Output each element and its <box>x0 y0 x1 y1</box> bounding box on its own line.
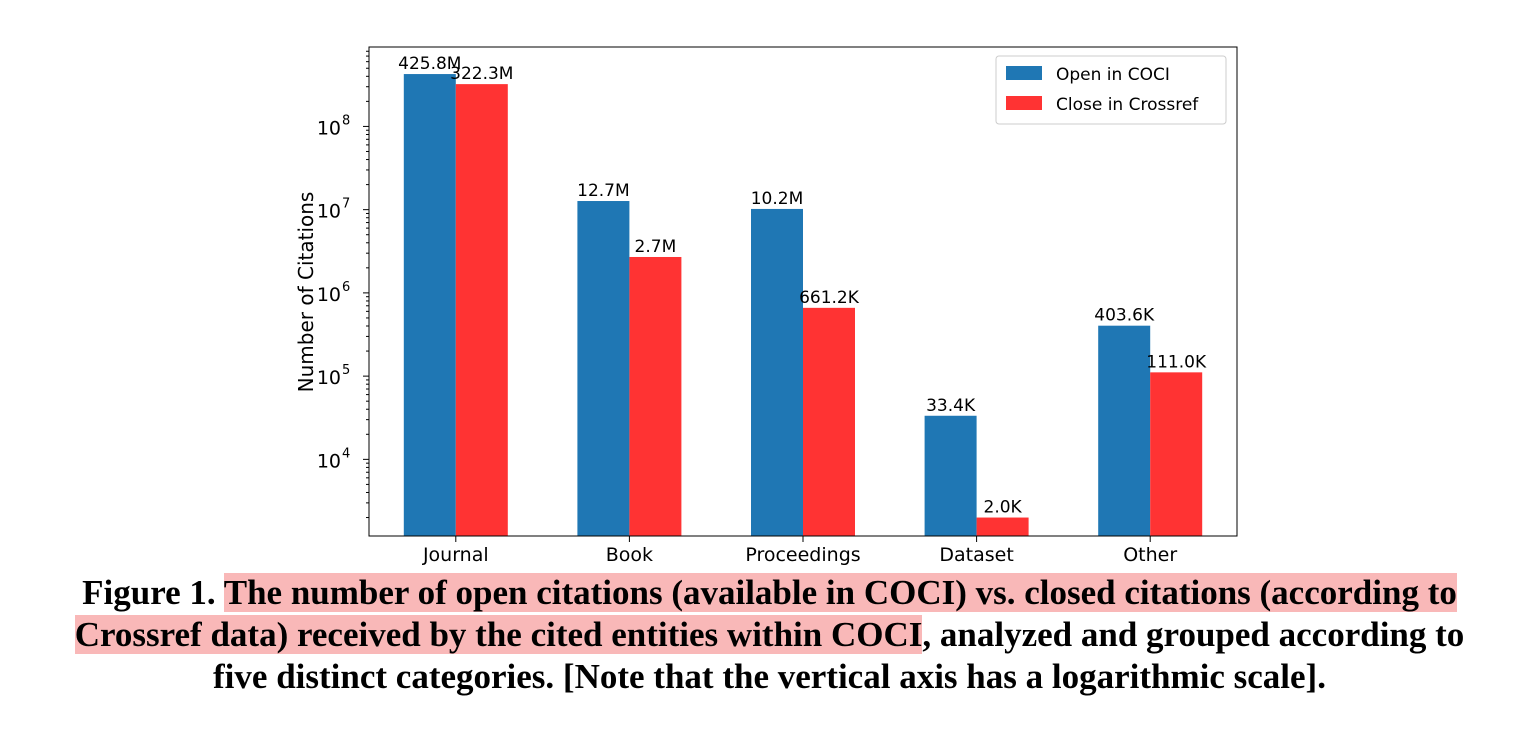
legend-swatch-closed <box>1006 96 1042 110</box>
caption-prefix: Figure 1. <box>82 573 224 612</box>
x-tick-label-book: Book <box>606 544 653 566</box>
bar-close-in-crossref-proceedings <box>803 307 855 536</box>
data-label-open-in-coci-proceedings: 10.2M <box>751 189 804 209</box>
bar-open-in-coci-other <box>1098 325 1151 536</box>
data-label-open-in-coci-other: 403.6K <box>1094 306 1155 326</box>
data-label-close-in-crossref-proceedings: 661.2K <box>799 288 860 308</box>
x-axis-ticks: Journal Book Proceedings Dataset Other <box>422 536 1177 566</box>
legend-swatch-open <box>1006 66 1042 80</box>
caption-line-2: Crossref data) received by the cited ent… <box>10 614 1529 656</box>
y-tick-label-1e4: 10 <box>317 450 341 472</box>
legend: Open in COCI Close in Crossref <box>995 55 1227 125</box>
y-tick-exponent-1e5: 5 <box>342 363 350 378</box>
bar-open-in-coci-proceedings <box>751 208 803 536</box>
data-label-close-in-crossref-dataset: 2.0K <box>984 498 1023 518</box>
bar-close-in-crossref-book <box>629 256 682 536</box>
data-label-close-in-crossref-journal: 322.3M <box>450 64 513 84</box>
legend-label-open: Open in COCI <box>1056 65 1170 85</box>
x-tick-label-proceedings: Proceedings <box>745 544 860 566</box>
caption-highlight-1: The number of open citations (available … <box>223 573 1457 612</box>
y-axis-title: Number of Citations <box>294 192 318 393</box>
caption-rest: , analyzed and grouped according to <box>922 615 1465 654</box>
data-label-close-in-crossref-book: 2.7M <box>635 237 677 257</box>
data-label-open-in-coci-dataset: 33.4K <box>926 396 976 416</box>
data-label-open-in-coci-journal: 425.8M <box>398 54 461 74</box>
x-tick-label-journal: Journal <box>422 544 489 566</box>
y-tick-exponent-1e6: 6 <box>342 280 350 295</box>
y-tick-label-1e5: 10 <box>317 367 341 389</box>
bar-open-in-coci-book <box>577 201 630 537</box>
caption-line-3: five distinct categories. [Note that the… <box>213 657 1326 696</box>
bar-close-in-crossref-other <box>1150 372 1203 536</box>
bar-close-in-crossref-journal <box>455 84 508 536</box>
data-label-open-in-coci-book: 12.7M <box>577 181 630 201</box>
y-tick-label-1e6: 10 <box>317 284 341 306</box>
legend-label-closed: Close in Crossref <box>1056 95 1199 115</box>
bar-close-in-crossref-dataset <box>976 517 1029 536</box>
caption-line-1: Figure 1. The number of open citations (… <box>10 572 1529 614</box>
caption-highlight-2: Crossref data) received by the cited ent… <box>74 615 923 654</box>
y-tick-exponent-1e7: 7 <box>342 197 350 212</box>
data-label-close-in-crossref-other: 111.0K <box>1146 352 1207 372</box>
figure-caption: Figure 1. The number of open citations (… <box>10 572 1529 698</box>
y-tick-exponent-1e8: 8 <box>342 113 350 128</box>
bar-open-in-coci-dataset <box>924 415 977 536</box>
x-tick-label-other: Other <box>1123 544 1177 566</box>
x-tick-label-dataset: Dataset <box>939 544 1013 566</box>
y-tick-label-1e7: 10 <box>317 201 341 223</box>
y-tick-label-1e8: 10 <box>317 117 341 139</box>
legend-box <box>995 55 1227 125</box>
y-tick-exponent-1e4: 4 <box>342 446 350 461</box>
bar-open-in-coci-journal <box>403 74 456 537</box>
bars-layer <box>403 74 1203 537</box>
